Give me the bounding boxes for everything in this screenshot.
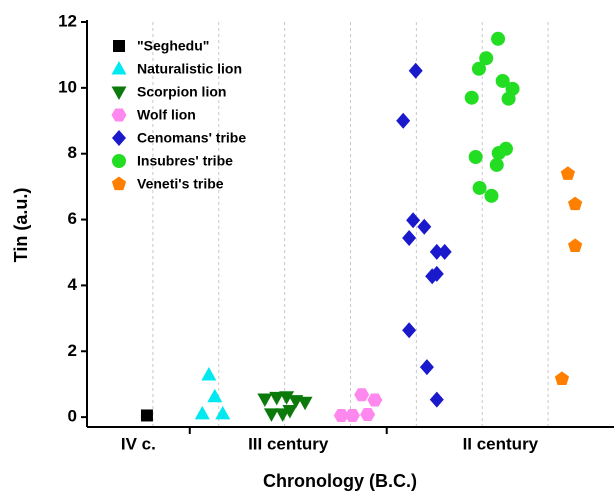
legend-label: Wolf lion <box>137 107 196 123</box>
y-tick-label: 10 <box>58 77 77 96</box>
point <box>269 391 285 406</box>
point <box>344 408 360 422</box>
group-label: IV c. <box>121 434 156 453</box>
y-tick-label: 8 <box>68 143 77 162</box>
point <box>408 62 423 79</box>
point <box>568 238 583 252</box>
legend-marker <box>111 176 127 191</box>
point <box>215 405 231 420</box>
point <box>279 391 295 405</box>
y-tick-label: 12 <box>58 11 77 30</box>
legend-marker <box>112 130 126 146</box>
point <box>406 212 421 229</box>
legend-label: Cenomans' tribe <box>137 130 246 146</box>
point <box>437 243 452 260</box>
legend-marker <box>111 86 127 100</box>
point <box>489 157 504 172</box>
point <box>560 166 576 180</box>
point <box>429 391 444 408</box>
point <box>201 366 217 381</box>
point <box>333 408 349 422</box>
legend-marker <box>111 108 127 122</box>
point <box>568 196 583 211</box>
point <box>396 112 411 129</box>
point <box>417 218 432 235</box>
legend-marker <box>112 154 126 168</box>
point <box>402 322 417 339</box>
point <box>297 396 313 411</box>
group-label: II century <box>463 434 539 453</box>
point <box>498 141 513 156</box>
point <box>282 405 298 419</box>
point <box>419 359 434 376</box>
point <box>140 409 153 422</box>
y-axis-label: Tin (a.u.) <box>11 188 31 263</box>
y-tick-label: 0 <box>68 407 77 426</box>
point <box>491 31 506 46</box>
legend-label: Veneti's tribe <box>137 176 224 192</box>
point <box>468 150 483 164</box>
point <box>429 265 444 282</box>
y-tick-label: 2 <box>68 341 77 360</box>
legend-label: "Seghedu" <box>137 38 209 54</box>
point <box>554 371 570 385</box>
y-tick-label: 6 <box>68 209 77 228</box>
point <box>263 408 279 422</box>
point <box>207 388 223 403</box>
point <box>471 61 486 76</box>
point <box>194 405 210 420</box>
point <box>360 407 376 421</box>
legend-marker <box>111 61 127 75</box>
point <box>367 393 383 407</box>
point <box>479 51 494 66</box>
legend-label: Naturalistic lion <box>137 61 242 77</box>
point <box>429 243 444 260</box>
point <box>484 188 499 203</box>
legend-label: Insubres' tribe <box>137 153 233 169</box>
group-label: III century <box>248 434 329 453</box>
point <box>402 230 417 246</box>
y-tick-label: 4 <box>68 275 78 294</box>
point <box>501 91 516 106</box>
point <box>472 180 487 195</box>
point <box>257 393 273 408</box>
point <box>354 388 370 402</box>
legend-marker <box>113 40 125 52</box>
point <box>495 73 510 88</box>
legend-label: Scorpion lion <box>137 84 226 100</box>
point <box>464 90 479 105</box>
x-axis-label: Chronology (B.C.) <box>263 471 417 491</box>
